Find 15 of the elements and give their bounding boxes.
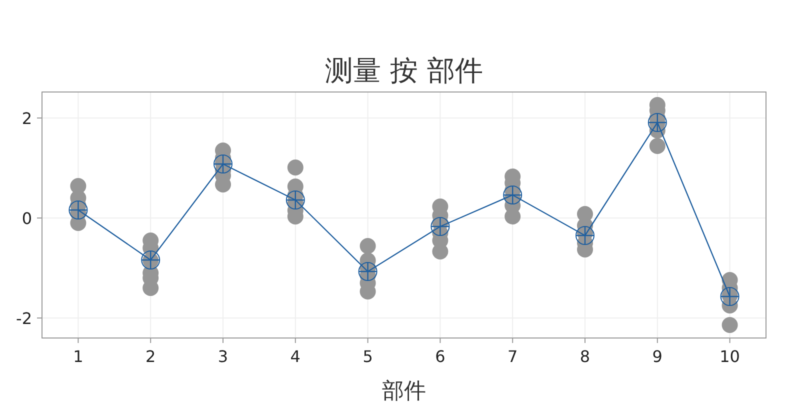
x-tick-label: 2 bbox=[146, 347, 156, 366]
x-tick-label: 3 bbox=[218, 347, 228, 366]
y-tick-label: 0 bbox=[22, 209, 32, 228]
x-tick-label: 8 bbox=[580, 347, 590, 366]
x-tick-label: 10 bbox=[720, 347, 740, 366]
chart-title: 测量 按 部件 bbox=[325, 54, 483, 87]
y-tick-label: -2 bbox=[16, 309, 32, 328]
y-tick-label: 2 bbox=[22, 109, 32, 128]
x-tick-label: 9 bbox=[652, 347, 662, 366]
x-tick-label: 5 bbox=[362, 347, 373, 366]
x-tick-label: 7 bbox=[508, 347, 518, 366]
x-axis-title: 部件 bbox=[382, 379, 426, 404]
x-tick-label: 1 bbox=[73, 347, 84, 366]
x-tick-label: 6 bbox=[435, 347, 446, 366]
x-tick-label: 4 bbox=[290, 347, 300, 366]
